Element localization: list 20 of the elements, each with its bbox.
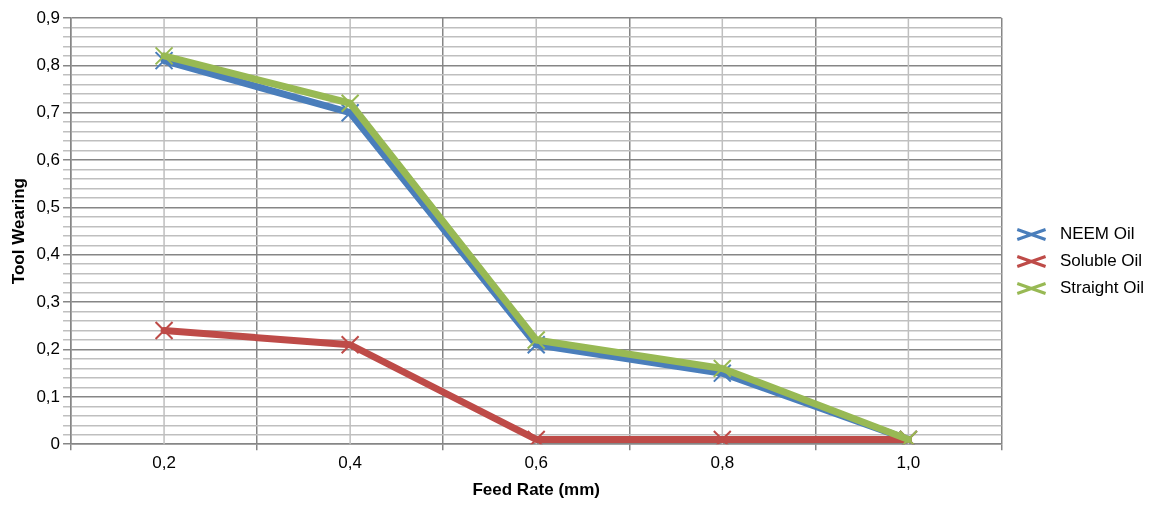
y-tick-label: 0,4 — [36, 244, 61, 264]
x-tick-label: 0,8 — [710, 453, 735, 473]
x-tick-label: 0,6 — [524, 453, 549, 473]
y-tick-label: 0,3 — [36, 291, 61, 311]
x-tick-label: 0,2 — [152, 453, 176, 473]
y-tick-label: 0,2 — [36, 339, 61, 359]
y-tick-label: 0,6 — [36, 149, 61, 169]
legend-label: NEEM Oil — [1059, 224, 1135, 244]
x-tick-label: 0,4 — [338, 453, 362, 473]
y-tick-label: 0,5 — [36, 197, 61, 217]
y-tick-label: 0,7 — [36, 102, 61, 122]
y-tick-label: 0,8 — [36, 55, 61, 75]
y-tick-label: 0 — [50, 433, 61, 453]
y-tick-label: 0,1 — [36, 386, 61, 406]
legend-label: Straight Oil — [1059, 278, 1145, 298]
legend-label: Soluble Oil — [1059, 251, 1143, 271]
y-axis-title: Tool Wearing — [8, 178, 28, 285]
x-tick-label: 1,0 — [896, 453, 921, 473]
x-axis-title: Feed Rate (mm) — [472, 480, 600, 500]
y-tick-label: 0,9 — [36, 7, 61, 27]
